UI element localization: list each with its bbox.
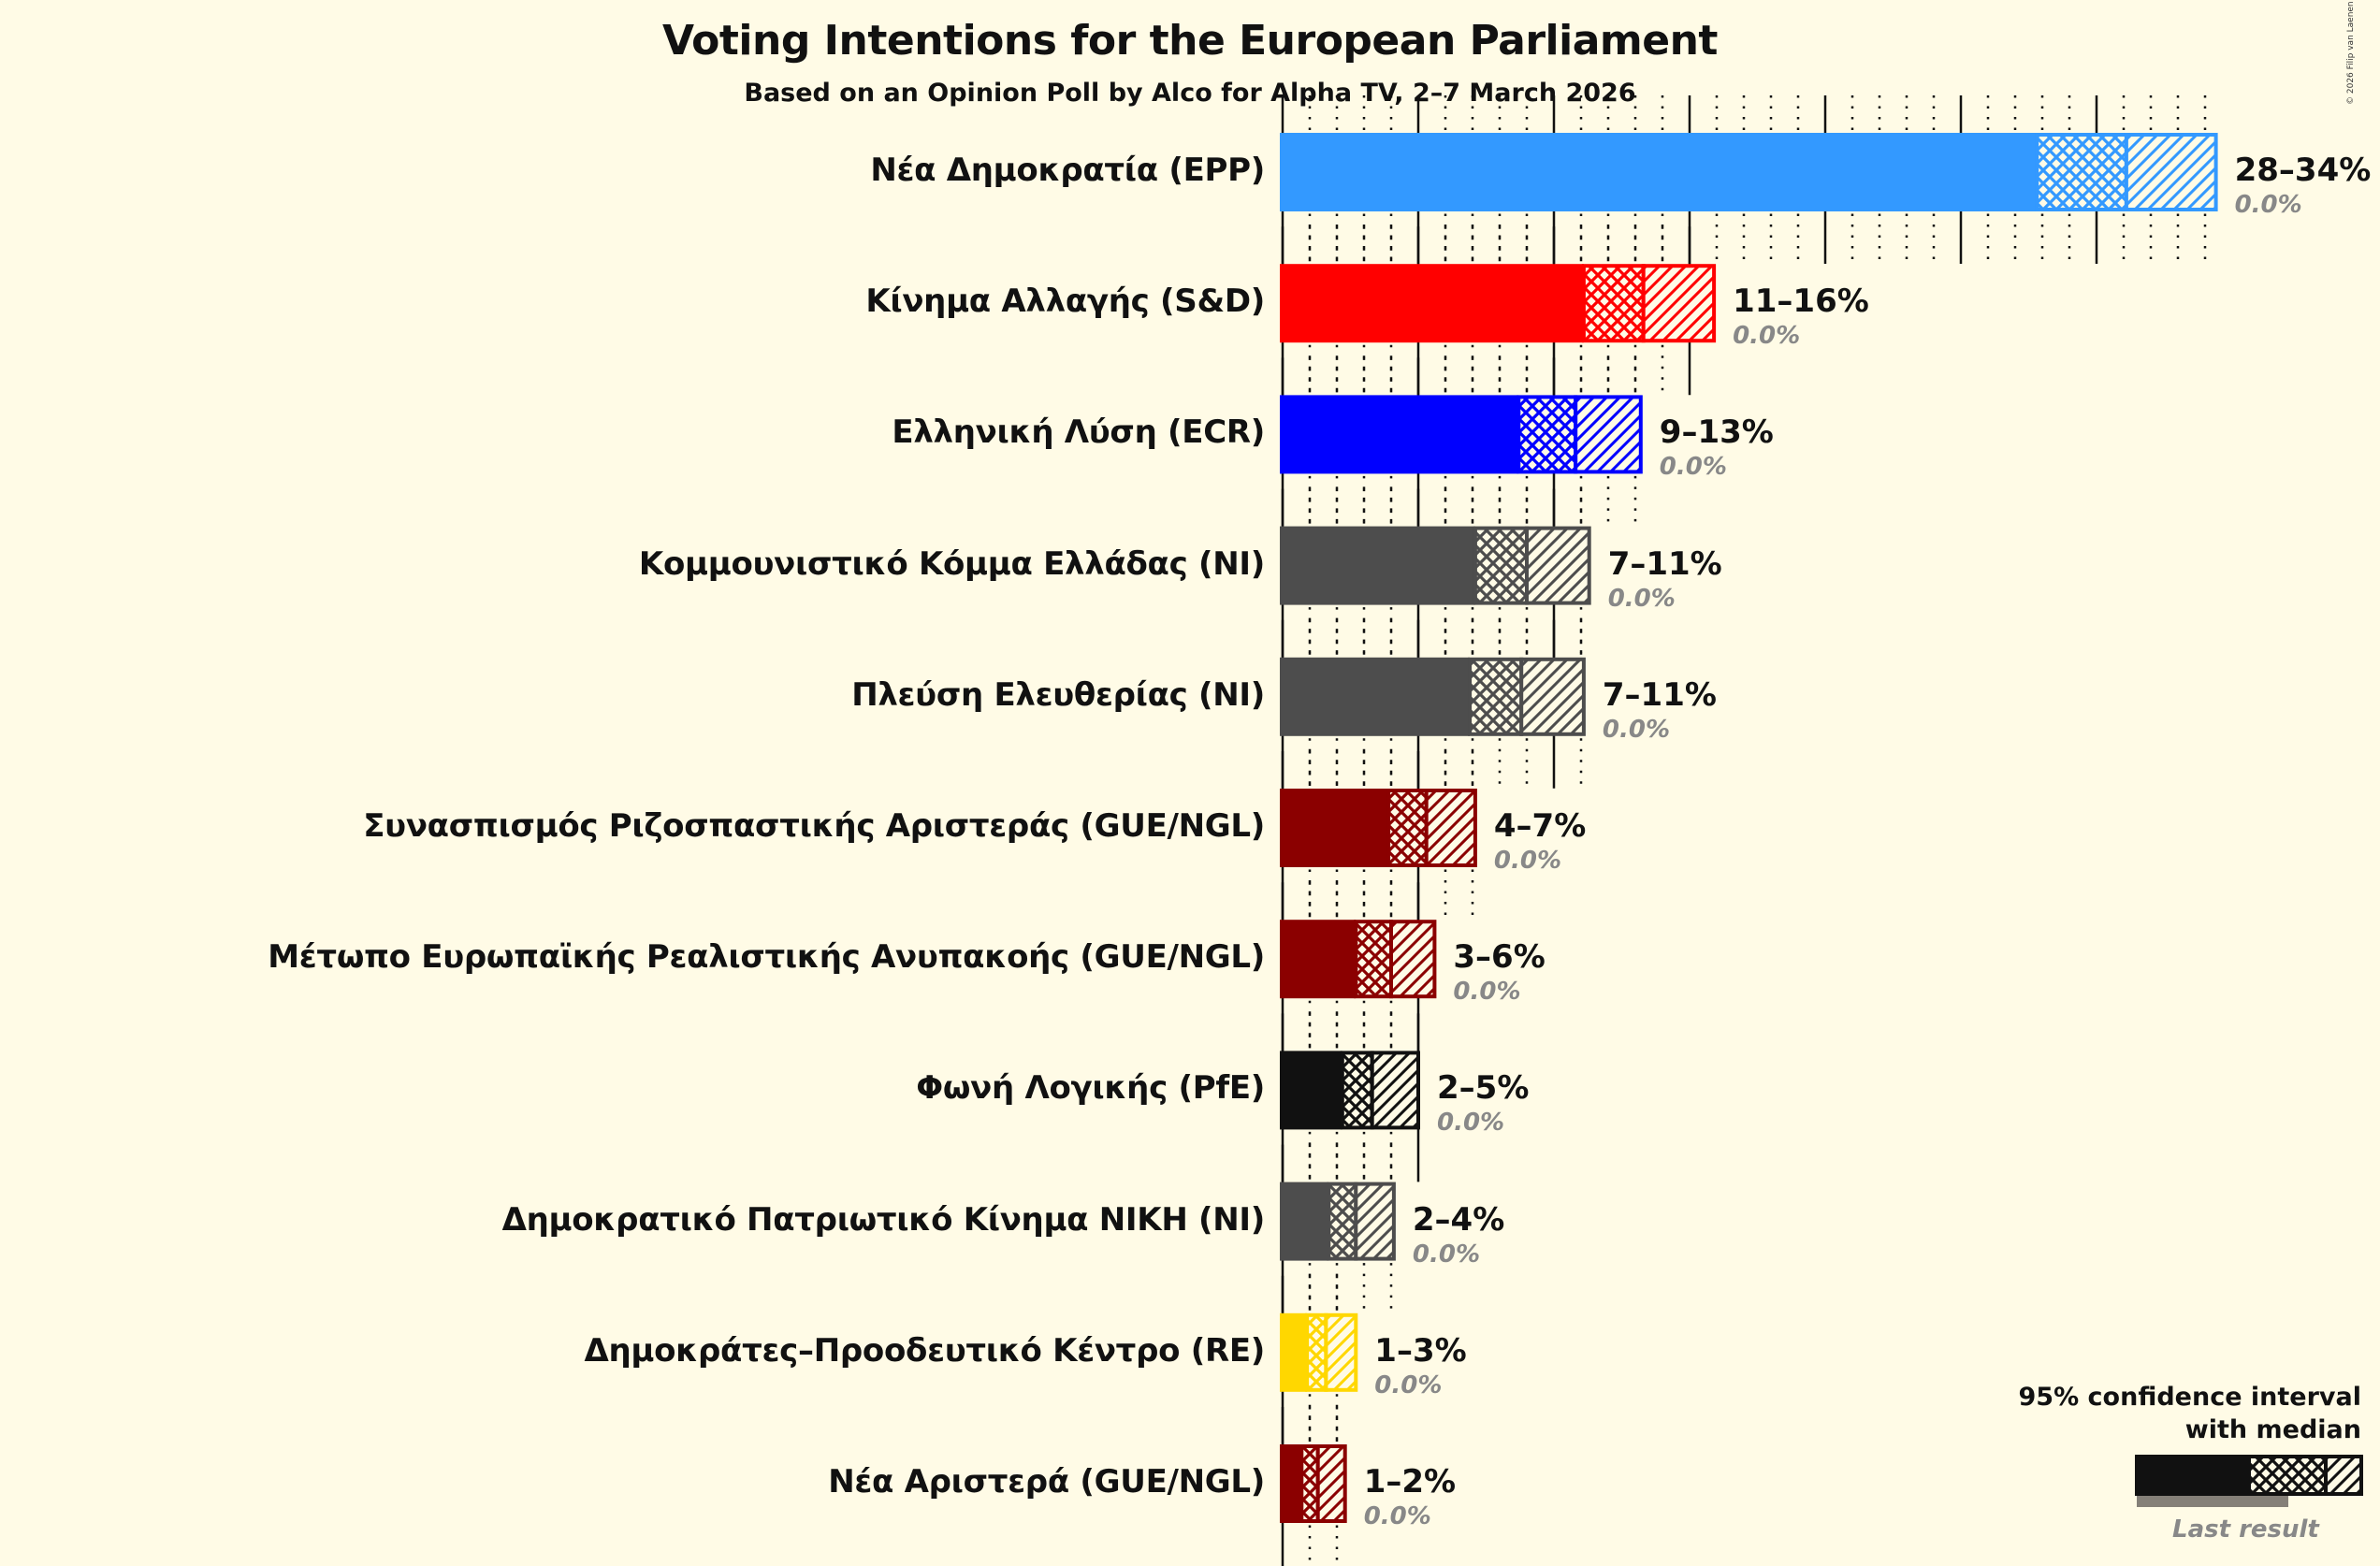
last-result-label: 0.0%	[1363, 1502, 1431, 1530]
party-label: Δημοκράτες–Προοδευτικό Κέντρο (RE)	[584, 1331, 1265, 1370]
legend-title-line1: 95% confidence interval	[2018, 1383, 2361, 1412]
bar-ci-lower-hatched	[1354, 920, 1394, 999]
bar-ci-upper-hatched	[1370, 1051, 1420, 1130]
bar-solid-segment	[1280, 920, 1357, 999]
party-label: Δημοκρατικό Πατριωτικό Κίνημα ΝΙΚΗ (NI)	[501, 1200, 1266, 1239]
party-label: Κίνημα Αλλαγής (S&D)	[865, 283, 1265, 321]
range-label: 7–11%	[1602, 675, 1717, 714]
bar-ci-lower-hatched	[1468, 657, 1524, 736]
chart-title: Voting Intentions for the European Parli…	[662, 17, 1718, 65]
bar-group	[1280, 526, 1591, 605]
party-label: Κομμουνιστικό Κόμμα Ελλάδας (NI)	[638, 544, 1265, 583]
bar-group	[1280, 1444, 1347, 1523]
party-label: Νέα Δημοκρατία (EPP)	[870, 152, 1265, 189]
legend-swatch	[2135, 1455, 2363, 1507]
bar-ci-lower-hatched	[1340, 1051, 1374, 1130]
legend-last-result-label: Last result	[2172, 1515, 2319, 1544]
legend-diagonal-segment	[2324, 1455, 2363, 1496]
range-label: 28–34%	[2234, 152, 2372, 189]
bar-group	[1280, 920, 1437, 999]
bar-solid-segment	[1280, 657, 1471, 736]
last-result-label: 0.0%	[2234, 191, 2302, 219]
range-label: 2–4%	[1412, 1200, 1505, 1239]
bar-ci-upper-hatched	[1354, 1182, 1396, 1261]
range-label: 1–3%	[1374, 1331, 1467, 1370]
last-result-label: 0.0%	[1602, 715, 1670, 744]
last-result-label: 0.0%	[1607, 584, 1676, 613]
bar-solid-segment	[1280, 1051, 1342, 1130]
bar-solid-segment	[1280, 526, 1475, 605]
bar-ci-upper-hatched	[1424, 789, 1477, 867]
party-label: Μέτωπο Ευρωπαϊκής Ρεαλιστικής Ανυπακοής …	[268, 938, 1265, 977]
last-result-label: 0.0%	[1733, 322, 1801, 351]
bar-solid-segment	[1280, 1444, 1302, 1523]
bar-solid-segment	[1280, 133, 2038, 211]
range-label: 4–7%	[1493, 807, 1587, 845]
legend-solid-segment	[2135, 1455, 2249, 1496]
bar-ci-upper-hatched	[1641, 264, 1717, 343]
party-label: Ελληνική Λύση (ECR)	[892, 413, 1265, 452]
bar-ci-lower-hatched	[1299, 1444, 1320, 1523]
party-label: Φωνή Λογικής (PfE)	[916, 1069, 1265, 1108]
range-label: 9–13%	[1659, 413, 1774, 452]
last-result-label: 0.0%	[1412, 1240, 1480, 1269]
bar-group	[1280, 1312, 1358, 1392]
bar-ci-lower-hatched	[2035, 133, 2128, 211]
bar-ci-lower-hatched	[1305, 1312, 1328, 1392]
party-label: Πλεύση Ελευθερίας (NI)	[851, 675, 1265, 714]
party-label: Νέα Αριστερά (GUE/NGL)	[828, 1463, 1265, 1501]
range-label: 3–6%	[1453, 938, 1546, 977]
bar-group	[1280, 395, 1643, 474]
legend-title: 95% confidence interval with median	[2019, 1381, 2361, 1446]
bar-group	[1280, 264, 1717, 343]
bar-ci-upper-hatched	[1525, 526, 1591, 605]
bar-group	[1280, 789, 1477, 867]
legend-title-line2: with median	[2184, 1415, 2361, 1444]
bar-ci-lower-hatched	[1581, 264, 1646, 343]
bar-ci-upper-hatched	[1389, 920, 1437, 999]
chart-subtitle: Based on an Opinion Poll by Alco for Alp…	[744, 79, 1636, 108]
bar-ci-lower-hatched	[1473, 526, 1530, 605]
range-label: 2–5%	[1437, 1069, 1530, 1108]
bar-ci-upper-hatched	[1315, 1444, 1347, 1523]
last-result-label: 0.0%	[1659, 453, 1727, 482]
bar-ci-upper-hatched	[1574, 395, 1643, 474]
party-label: Συνασπισμός Ριζοσπαστικής Αριστεράς (GUE…	[363, 807, 1265, 845]
bar-solid-segment	[1280, 264, 1584, 343]
bar-group	[1280, 133, 2218, 211]
last-result-label: 0.0%	[1493, 847, 1561, 875]
bar-ci-lower-hatched	[1386, 789, 1429, 867]
bar-group	[1280, 1182, 1396, 1261]
range-label: 7–11%	[1607, 544, 1722, 583]
last-result-label: 0.0%	[1437, 1109, 1505, 1138]
last-result-label: 0.0%	[1374, 1370, 1443, 1399]
last-result-label: 0.0%	[1453, 978, 1521, 1007]
bar-solid-segment	[1280, 789, 1389, 867]
bar-ci-lower-hatched	[1327, 1182, 1358, 1261]
bar-ci-lower-hatched	[1517, 395, 1578, 474]
bar-solid-segment	[1280, 395, 1519, 474]
range-label: 1–2%	[1363, 1463, 1457, 1501]
bar-solid-segment	[1280, 1312, 1308, 1392]
bar-group	[1280, 657, 1586, 736]
bar-group	[1280, 1051, 1420, 1130]
bar-solid-segment	[1280, 1182, 1329, 1261]
legend-crosshatch-segment	[2247, 1455, 2328, 1496]
bar-ci-upper-hatched	[2124, 133, 2218, 211]
range-label: 11–16%	[1733, 283, 1869, 321]
bar-ci-upper-hatched	[1324, 1312, 1358, 1392]
bar-ci-upper-hatched	[1519, 657, 1586, 736]
